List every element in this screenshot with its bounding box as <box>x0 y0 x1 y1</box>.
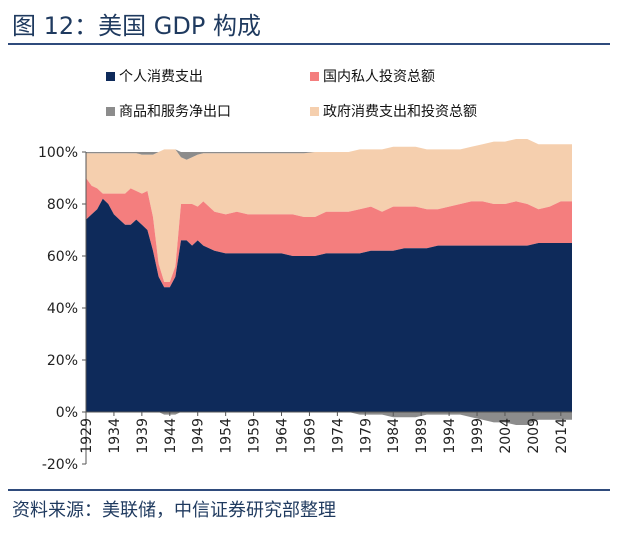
title-divider <box>8 43 610 45</box>
x-tick-label: 2004 <box>498 418 514 454</box>
legend-label-netexports: 商品和服务净出口 <box>119 104 231 120</box>
area-netexports <box>86 412 572 425</box>
legend-label-investment: 国内私人投资总额 <box>323 69 435 85</box>
x-tick-label: 1974 <box>330 418 346 454</box>
x-tick-label: 1984 <box>386 418 402 454</box>
x-tick-label: 1939 <box>135 418 151 454</box>
legend-swatch-investment <box>310 71 319 81</box>
legend-label-personal: 个人消费支出 <box>119 69 203 85</box>
x-tick-label: 1949 <box>191 418 207 454</box>
area-government <box>86 139 572 282</box>
gdp-composition-chart: -20% 0% 20% 40% 60% 80% 100% 1929 1934 1939 1944 19… <box>38 139 572 473</box>
x-tick-label: 1959 <box>247 418 263 454</box>
legend-label-government: 政府消费支出和投资总额 <box>323 104 477 120</box>
x-tick-label: 1934 <box>107 418 123 454</box>
x-tick-label: 1979 <box>358 418 374 454</box>
y-tick-label: 100% <box>38 145 78 161</box>
x-tick-label: 1989 <box>414 418 430 454</box>
x-tick-label: 1994 <box>442 418 458 454</box>
x-tick-label: 1969 <box>302 418 318 454</box>
y-tick-label: 40% <box>47 301 78 317</box>
source-note: 资料来源：美联储，中信证券研究部整理 <box>12 500 336 521</box>
x-tick-label: 2014 <box>554 418 570 454</box>
legend-swatch-netexports <box>106 106 115 116</box>
y-tick-label: 60% <box>47 249 78 265</box>
x-tick-label: 2009 <box>526 418 542 454</box>
legend-item-government: 政府消费支出和投资总额 <box>310 101 477 121</box>
x-tick-label: 1929 <box>79 418 95 454</box>
x-tick-label: 1944 <box>163 418 179 454</box>
legend-item-netexports: 商品和服务净出口 <box>106 101 231 121</box>
legend-swatch-personal <box>106 71 115 81</box>
y-tick-label: 20% <box>47 353 78 369</box>
y-tick-label: -20% <box>42 457 78 473</box>
x-tick-label: 1999 <box>470 418 486 454</box>
x-tick-label: 1964 <box>275 418 291 454</box>
area-personal <box>86 198 572 412</box>
legend-item-personal: 个人消费支出 <box>106 66 203 86</box>
area-investment <box>86 178 572 288</box>
y-tick-label: 0% <box>56 405 78 421</box>
legend-swatch-government <box>310 106 319 116</box>
y-tick-label: 80% <box>47 197 78 213</box>
figure-title: 图 12：美国 GDP 构成 <box>12 12 261 40</box>
source-divider <box>8 489 610 491</box>
x-tick-label: 1954 <box>219 418 235 454</box>
legend-item-investment: 国内私人投资总额 <box>310 66 435 86</box>
